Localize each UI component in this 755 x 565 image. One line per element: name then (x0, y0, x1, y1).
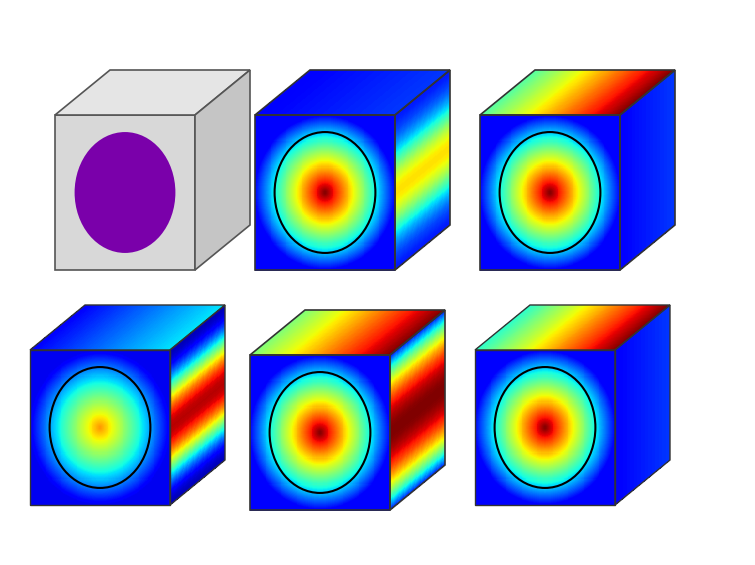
Polygon shape (55, 115, 195, 270)
Polygon shape (195, 70, 250, 270)
Ellipse shape (75, 132, 175, 253)
Polygon shape (55, 70, 250, 115)
